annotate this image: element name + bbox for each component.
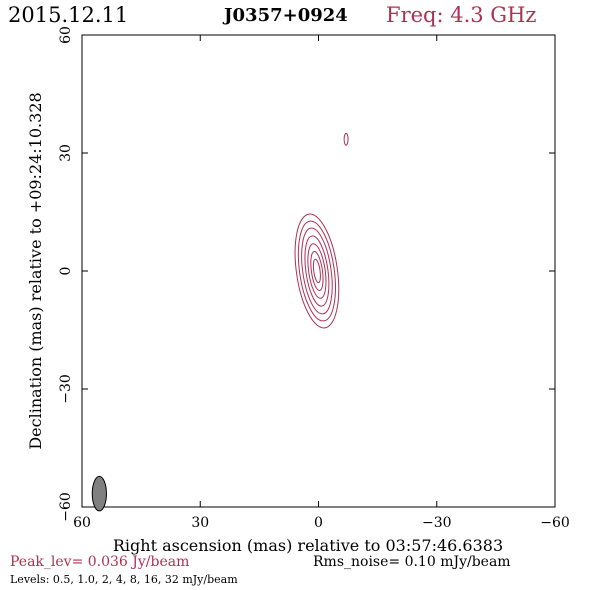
axis-ticks [81,34,556,508]
contour-layer [91,132,349,512]
contour-ring [301,227,333,315]
x-tick-label: 60 [73,515,91,531]
observation-date: 2015.12.11 [8,3,128,27]
y-tick-label: 30 [58,144,74,162]
contour-ring [294,213,340,329]
x-tick-label: −30 [422,515,452,531]
contour-ring [297,220,336,322]
secondary-component [343,132,349,146]
y-tick-label: −30 [58,374,74,404]
beam-ellipse [91,475,107,512]
contour-levels: Levels: 0.5, 1.0, 2, 4, 8, 16, 32 mJy/be… [10,573,238,586]
x-tick-label: 30 [191,515,209,531]
contour-ring [312,258,321,284]
y-tick-label: 60 [58,26,74,44]
contour-ring [307,243,327,299]
y-axis-label: Declination (mas) relative to +09:24:10.… [26,92,45,449]
rms-noise: Rms_noise= 0.10 mJy/beam [313,554,511,570]
x-tick-label: −60 [540,515,570,531]
y-tick-label: 0 [58,267,74,276]
x-tick-label: 0 [314,515,323,531]
y-tick-label: −60 [58,492,74,522]
peak-level: Peak_lev= 0.036 Jy/beam [10,554,189,570]
x-axis-label: Right ascension (mas) relative to 03:57:… [113,536,503,555]
plot-frame [81,34,556,508]
frequency-label: Freq: 4.3 GHz [386,3,536,27]
contour-ring [310,251,324,291]
contour-ring [304,235,330,307]
axis-tick-labels: 60 30 0 −30 −60 −60 −30 0 30 60 [58,26,570,531]
source-name: J0357+0924 [222,5,348,26]
